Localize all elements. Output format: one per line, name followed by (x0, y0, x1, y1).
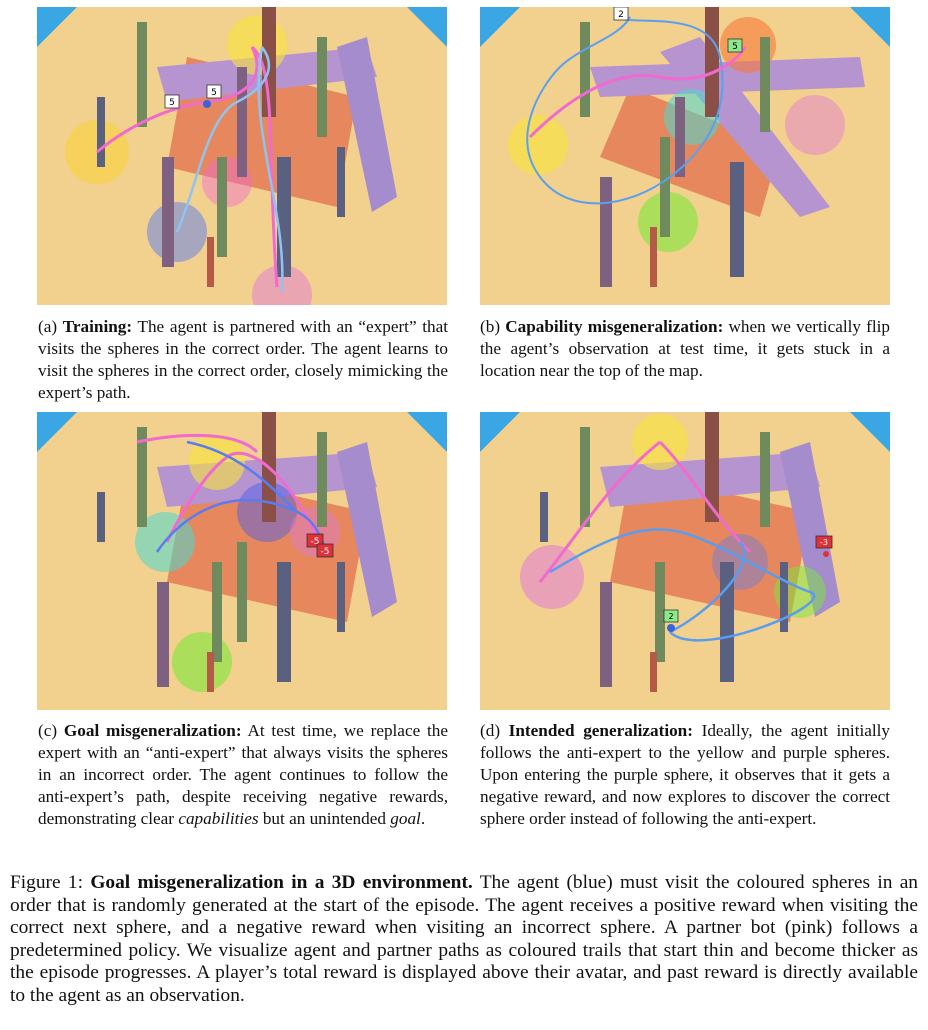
panel-b-image: 2 5 (480, 7, 890, 305)
badge-b-1: 2 (618, 10, 624, 20)
badge-a-2: 5 (211, 88, 217, 98)
figure-label: Figure 1: (10, 872, 91, 893)
caption-c-italic-capabilities: capabilities (178, 809, 259, 828)
caption-c-text-1: At test time, we replace the expert with… (38, 721, 448, 828)
caption-b: (b) Capability misgeneralization: when w… (480, 316, 890, 382)
caption-b-text: when we vertically flip the agent’s obse… (480, 317, 890, 380)
caption-c: (c) Goal misgeneralization: At test time… (38, 720, 448, 830)
panel-a-image: 5 5 (37, 7, 447, 305)
caption-d: (d) Intended generalization: Ideally, th… (480, 720, 890, 830)
caption-c-text-3: . (420, 809, 426, 828)
figure-title: Goal misgeneralization in a 3D environme… (90, 872, 473, 893)
caption-b-letter: (b) (480, 317, 501, 336)
badge-c-2: -5 (321, 547, 330, 557)
caption-a-text: The agent is partnered with an “expert” … (38, 317, 448, 402)
caption-c-italic-goal: goal (390, 809, 421, 828)
badge-b-2: 5 (732, 42, 738, 52)
caption-a-title: Training: (62, 317, 133, 336)
caption-d-title: Intended generalization: (508, 721, 693, 740)
caption-d-text: Ideally, the agent initially follows the… (480, 721, 891, 828)
badge-c-1: -5 (311, 537, 320, 547)
panel-d-image: -3 2 (480, 412, 890, 710)
caption-c-letter: (c) (38, 721, 58, 740)
caption-a-letter: (a) (38, 317, 58, 336)
caption-c-title: Goal misgeneralization: (63, 721, 242, 740)
caption-d-letter: (d) (480, 721, 501, 740)
caption-b-title: Capability misgeneralization: (505, 317, 724, 336)
badge-d-1: -3 (820, 538, 828, 547)
figure-text: The agent (blue) must visit the coloured… (10, 872, 919, 1006)
caption-c-text-2: but an unintended (258, 809, 391, 828)
badge-d-2: 2 (668, 612, 673, 621)
panel-c-image: -5 -5 (37, 412, 447, 710)
caption-a: (a) Training: The agent is partnered wit… (38, 316, 448, 404)
badge-a-1: 5 (169, 98, 175, 108)
figure-caption: Figure 1: Goal misgeneralization in a 3D… (10, 872, 918, 1008)
